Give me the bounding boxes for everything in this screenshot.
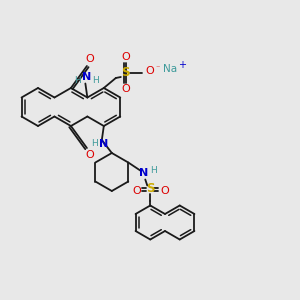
Text: H: H [74, 76, 81, 85]
Text: H: H [92, 139, 98, 148]
Text: S: S [122, 67, 130, 80]
Text: +: + [178, 60, 186, 70]
Text: O: O [146, 66, 154, 76]
Text: N: N [139, 167, 148, 178]
Text: H: H [150, 166, 157, 175]
Text: O: O [160, 185, 169, 196]
Text: H: H [92, 76, 99, 85]
Text: O: O [85, 54, 94, 64]
Text: Na: Na [163, 64, 177, 74]
Text: O: O [132, 185, 141, 196]
Text: S: S [146, 182, 154, 195]
Text: N: N [99, 139, 108, 149]
Text: ⁻: ⁻ [156, 64, 160, 73]
Text: O: O [122, 52, 130, 62]
Text: N: N [82, 73, 91, 82]
Text: O: O [122, 84, 130, 94]
Text: O: O [85, 150, 94, 160]
